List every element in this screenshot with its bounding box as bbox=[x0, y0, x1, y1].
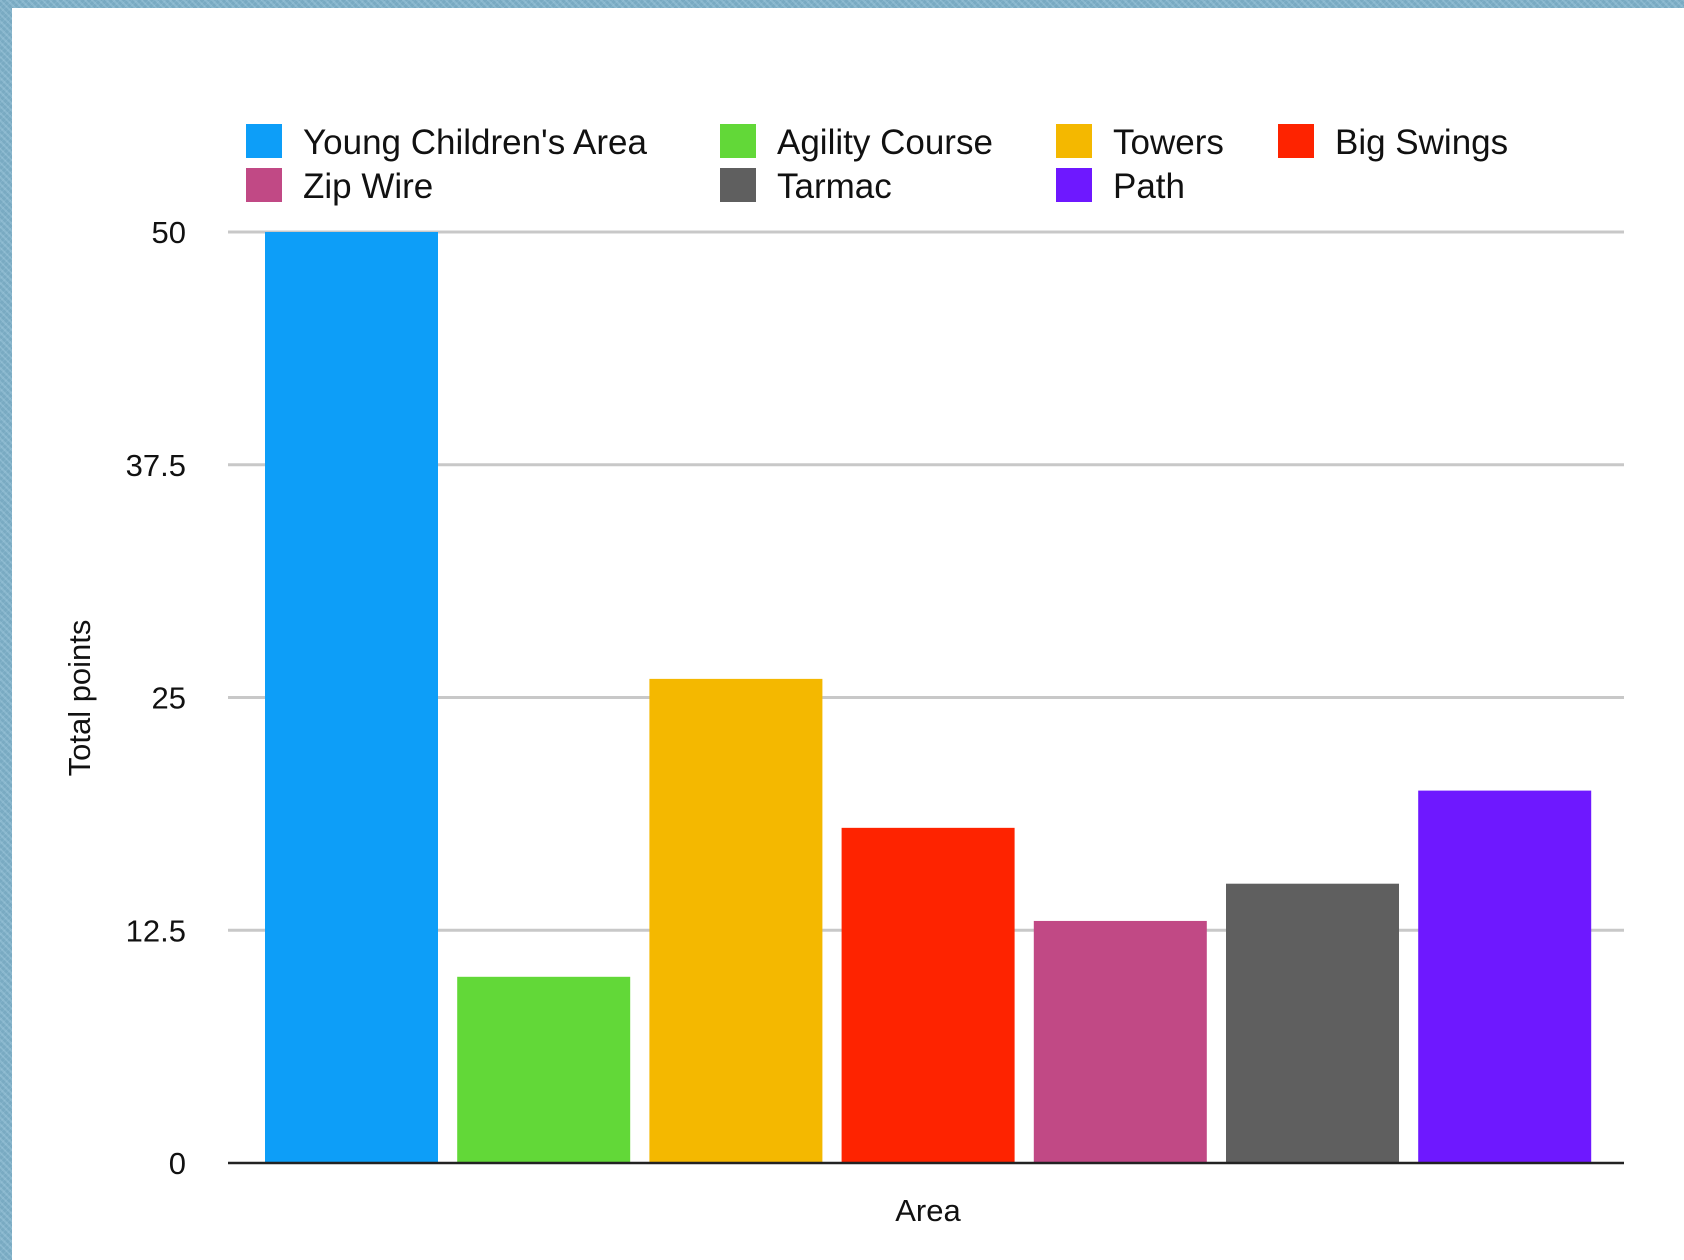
legend-item: Agility Course bbox=[720, 123, 993, 162]
legend-item: Young Children's Area bbox=[246, 123, 648, 162]
legend-label: Young Children's Area bbox=[303, 123, 648, 162]
bar-agility-course bbox=[457, 976, 631, 1163]
y-tick-label: 37.5 bbox=[126, 448, 186, 483]
bar-path bbox=[1418, 790, 1592, 1163]
legend-swatch bbox=[246, 168, 282, 202]
bars bbox=[265, 232, 1592, 1163]
legend-swatch bbox=[720, 168, 756, 202]
legend-label: Path bbox=[1113, 167, 1185, 206]
legend-swatch bbox=[1056, 124, 1092, 158]
bar-chart: 0 12.5 25 37.5 50 Young Children's Area Agili… bbox=[62, 123, 1624, 1228]
y-axis-title: Total points bbox=[62, 620, 97, 777]
legend-swatch bbox=[720, 124, 756, 158]
legend-label: Zip Wire bbox=[303, 167, 433, 206]
legend-item: Big Swings bbox=[1278, 123, 1508, 162]
legend-label: Towers bbox=[1113, 123, 1224, 162]
y-tick-label: 25 bbox=[152, 681, 186, 716]
legend-item: Towers bbox=[1056, 123, 1224, 162]
bar-young-children-s-area bbox=[265, 232, 438, 1163]
y-tick-label: 50 bbox=[152, 215, 186, 250]
legend-label: Tarmac bbox=[777, 167, 892, 206]
legend-item: Path bbox=[1056, 167, 1185, 206]
y-tick-label: 0 bbox=[169, 1146, 186, 1181]
y-tick-label: 12.5 bbox=[126, 913, 186, 948]
bar-towers bbox=[649, 678, 823, 1163]
legend-swatch bbox=[1278, 124, 1314, 158]
legend-swatch bbox=[246, 124, 282, 158]
legend-label: Big Swings bbox=[1335, 123, 1508, 162]
legend-swatch bbox=[1056, 168, 1092, 202]
legend-item: Tarmac bbox=[720, 167, 892, 206]
legend-item: Zip Wire bbox=[246, 167, 433, 206]
legend-label: Agility Course bbox=[777, 123, 993, 162]
legend: Young Children's Area Agility Course Tower… bbox=[246, 123, 1508, 206]
bar-tarmac bbox=[1226, 883, 1399, 1163]
bar-big-swings bbox=[841, 827, 1015, 1163]
y-axis-ticks: 0 12.5 25 37.5 50 bbox=[126, 215, 186, 1181]
chart-panel: 0 12.5 25 37.5 50 Young Children's Area Agili… bbox=[12, 8, 1684, 1260]
bar-zip-wire bbox=[1033, 920, 1207, 1163]
x-axis-title: Area bbox=[895, 1193, 961, 1228]
